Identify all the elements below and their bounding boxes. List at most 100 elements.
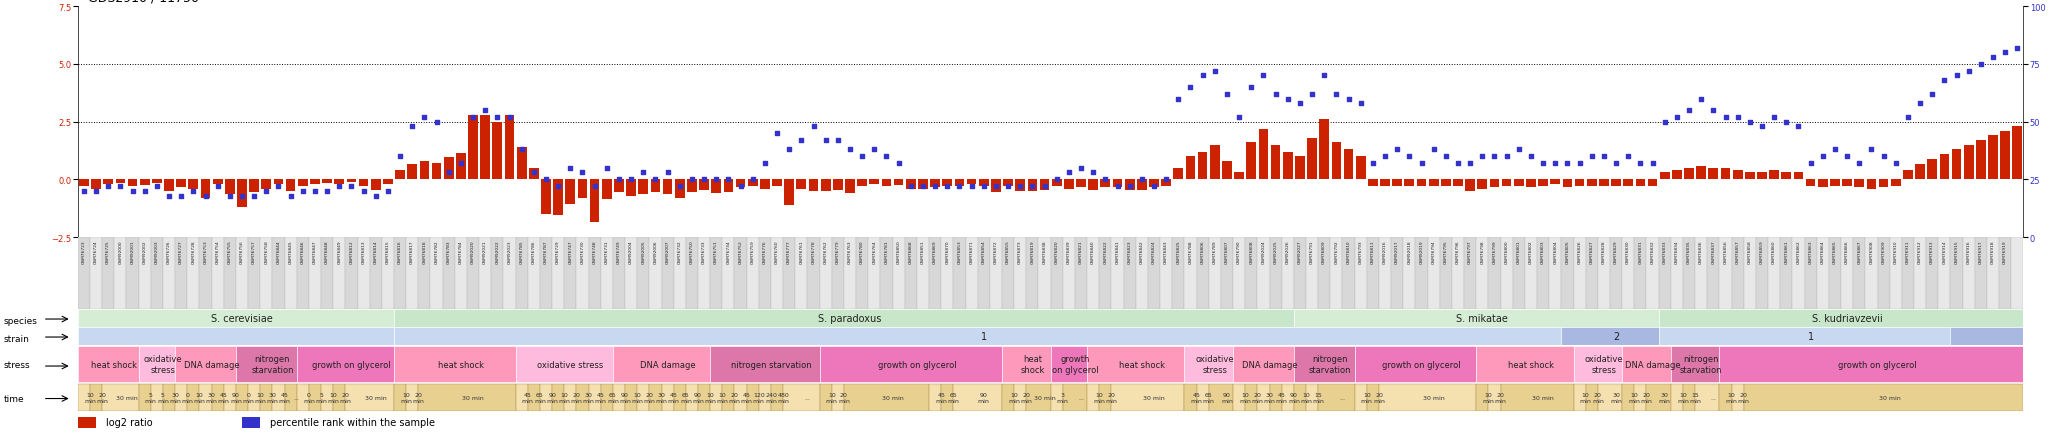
Bar: [1597, 384, 1622, 411]
Text: 10
min: 10 min: [1300, 392, 1313, 403]
Text: GSM76748: GSM76748: [592, 240, 596, 263]
Bar: [662, 384, 674, 411]
Bar: [238, 180, 248, 207]
Bar: [991, 180, 1001, 193]
Point: [1186, 73, 1219, 80]
Bar: [393, 384, 406, 411]
Text: GSM76919: GSM76919: [2003, 240, 2007, 263]
Bar: [1477, 237, 1489, 309]
Bar: [1100, 180, 1110, 188]
Text: GSM92000: GSM92000: [119, 240, 123, 263]
Bar: [639, 180, 647, 195]
Bar: [164, 237, 176, 309]
Bar: [1782, 173, 1792, 180]
Point: [68, 188, 100, 195]
Bar: [272, 384, 285, 411]
Text: nitrogen
starvation: nitrogen starvation: [1309, 355, 1352, 374]
Point: [2001, 45, 2034, 52]
Text: GSM76754: GSM76754: [215, 240, 219, 263]
Text: GSM76727: GSM76727: [178, 240, 182, 263]
Text: 20
min: 20 min: [729, 392, 741, 403]
Bar: [444, 158, 453, 180]
Bar: [1233, 346, 1294, 382]
Text: GSM76872: GSM76872: [993, 240, 997, 263]
Bar: [1307, 138, 1317, 180]
Text: GSM76868: GSM76868: [909, 240, 913, 263]
Text: GSM92021: GSM92021: [483, 240, 487, 263]
Text: GSM76844: GSM76844: [276, 240, 281, 263]
Bar: [1270, 237, 1282, 309]
Point: [494, 114, 526, 121]
Bar: [590, 180, 600, 223]
Bar: [1356, 157, 1366, 180]
Bar: [213, 180, 223, 184]
Text: heat shock: heat shock: [1118, 360, 1165, 369]
Point: [250, 188, 283, 195]
Bar: [1208, 384, 1233, 411]
Text: GSM76763: GSM76763: [848, 240, 852, 263]
Bar: [236, 346, 297, 382]
Text: growth on glycerol: growth on glycerol: [877, 360, 956, 369]
Bar: [334, 384, 346, 411]
Bar: [1380, 180, 1391, 187]
Bar: [1915, 165, 1925, 180]
Point: [651, 170, 684, 177]
Bar: [588, 237, 600, 309]
Bar: [432, 164, 442, 180]
Point: [176, 188, 209, 195]
Bar: [1087, 237, 1100, 309]
Text: ...: ...: [1077, 395, 1083, 400]
Text: ...: ...: [1710, 395, 1716, 400]
Bar: [1257, 384, 1270, 411]
Bar: [1354, 237, 1366, 309]
Point: [80, 188, 113, 195]
Bar: [698, 237, 711, 309]
Text: GSM76792: GSM76792: [1335, 240, 1339, 263]
Bar: [1804, 237, 1817, 309]
Bar: [735, 237, 748, 309]
Text: GSM76804: GSM76804: [1552, 240, 1556, 263]
Bar: [965, 237, 977, 309]
Bar: [528, 237, 541, 309]
Bar: [831, 384, 844, 411]
Text: 20
min: 20 min: [1106, 392, 1118, 403]
Point: [383, 154, 416, 161]
Point: [1260, 91, 1292, 98]
Bar: [371, 180, 381, 191]
Bar: [782, 384, 819, 411]
Bar: [1294, 237, 1307, 309]
Text: GSM76806: GSM76806: [1200, 240, 1204, 263]
Text: GSM76843: GSM76843: [1163, 240, 1167, 263]
Point: [553, 165, 586, 172]
Bar: [297, 346, 393, 382]
Text: 90
min: 90 min: [1288, 392, 1300, 403]
Bar: [614, 180, 625, 193]
Text: GSM76841: GSM76841: [1116, 240, 1120, 263]
Text: GSM76777: GSM76777: [786, 240, 791, 263]
Bar: [78, 310, 393, 327]
Point: [1782, 124, 1815, 131]
Point: [1757, 114, 1790, 121]
Text: GSM76794: GSM76794: [1432, 240, 1436, 263]
Bar: [1696, 166, 1706, 180]
Point: [1636, 160, 1669, 167]
Text: growth
on glycerol: growth on glycerol: [1051, 355, 1098, 374]
Point: [1343, 100, 1376, 107]
Text: GSM76827: GSM76827: [1589, 240, 1593, 263]
Bar: [600, 237, 612, 309]
Bar: [262, 180, 270, 189]
Bar: [846, 180, 854, 194]
Bar: [420, 161, 430, 180]
Point: [141, 184, 174, 191]
Text: GSM76910: GSM76910: [1894, 240, 1898, 263]
Bar: [102, 384, 139, 411]
Bar: [516, 148, 526, 180]
Bar: [760, 180, 770, 189]
Point: [821, 137, 854, 144]
Bar: [711, 180, 721, 194]
Text: GSM92007: GSM92007: [666, 240, 670, 263]
Bar: [186, 237, 199, 309]
Text: GSM76795: GSM76795: [1444, 240, 1448, 263]
Bar: [1757, 173, 1767, 180]
Point: [1550, 160, 1583, 167]
